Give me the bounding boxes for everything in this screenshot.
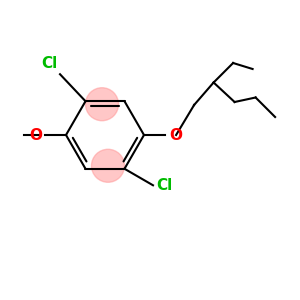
Circle shape xyxy=(92,149,124,182)
Text: Cl: Cl xyxy=(41,56,58,71)
Text: O: O xyxy=(29,128,42,142)
Text: Cl: Cl xyxy=(156,178,172,193)
Circle shape xyxy=(85,88,118,121)
Text: O: O xyxy=(169,128,182,142)
